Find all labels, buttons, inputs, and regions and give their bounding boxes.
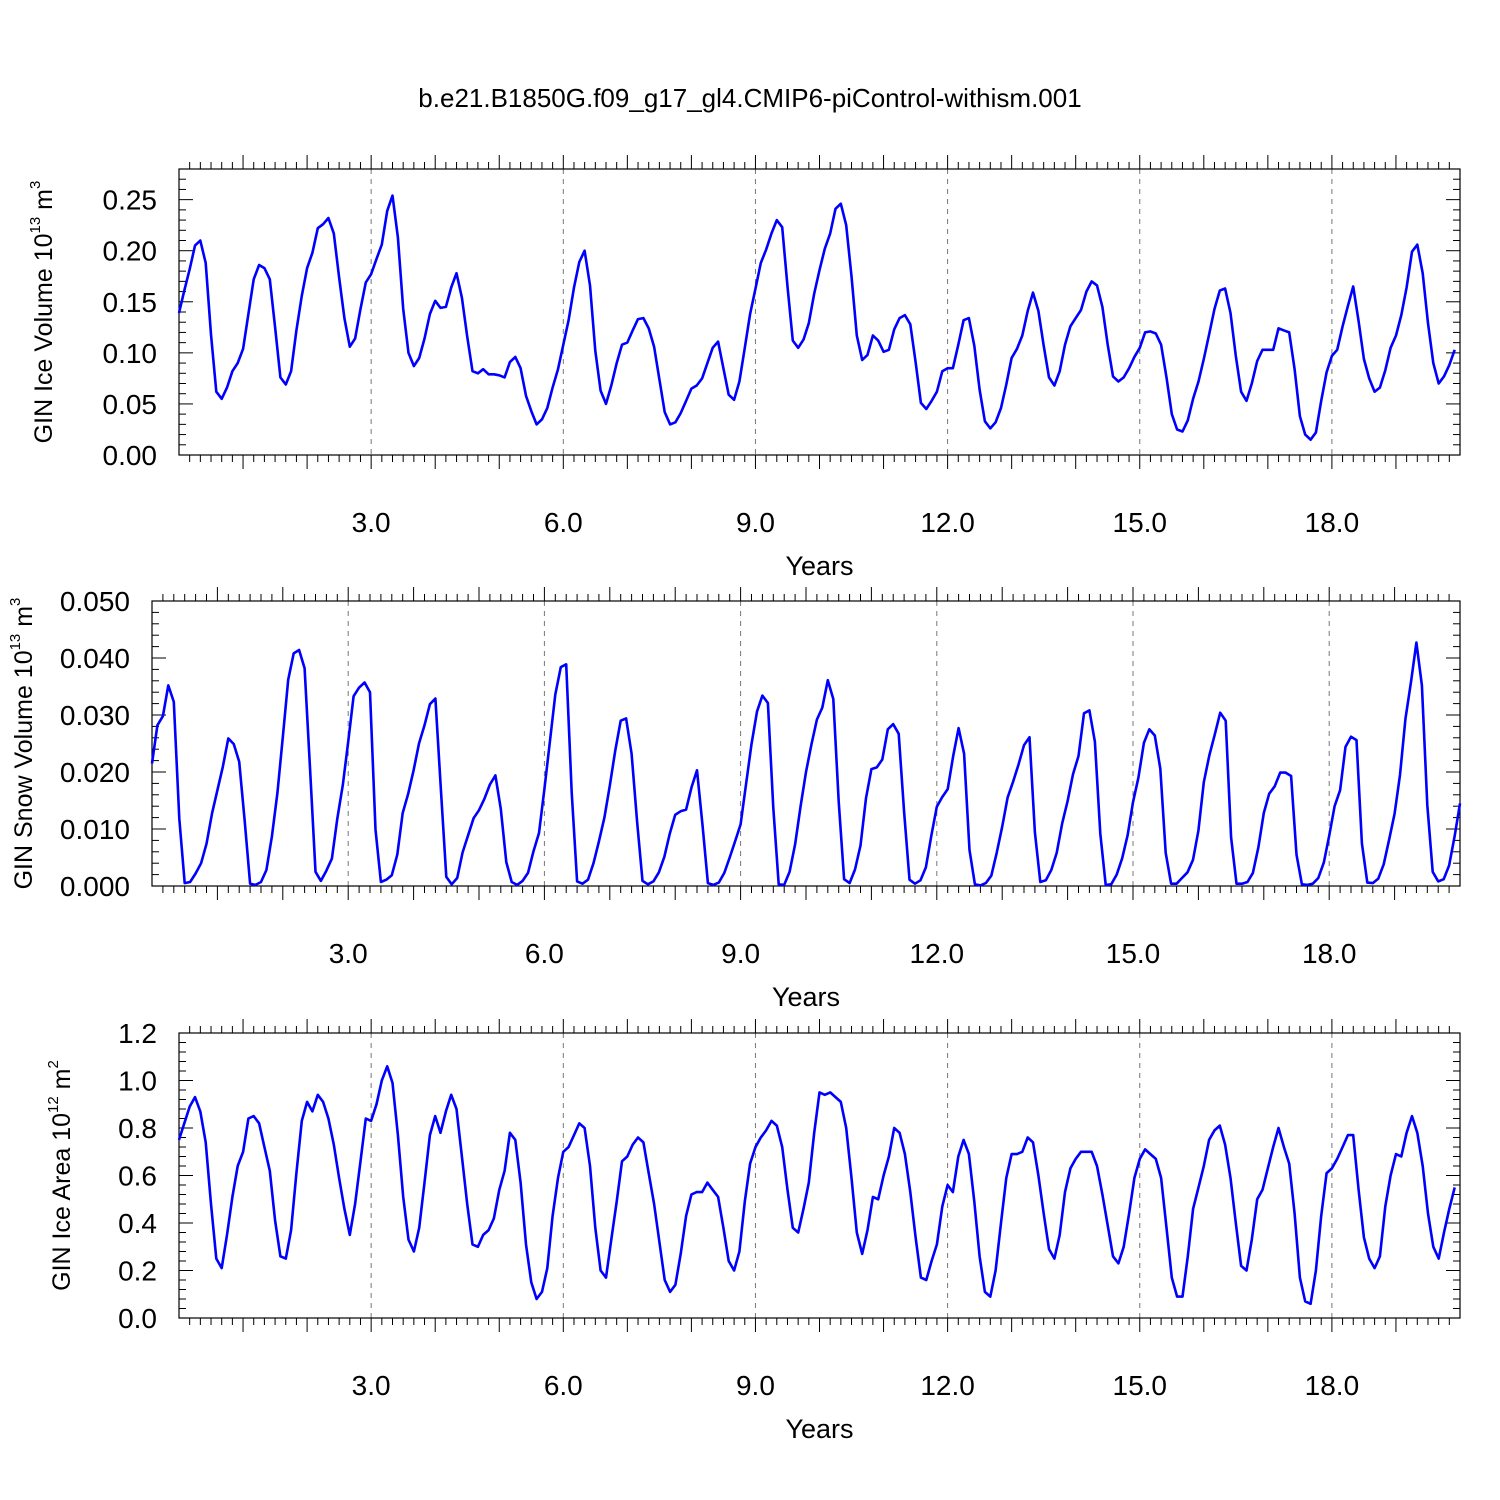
x-tick-label: 12.0 xyxy=(920,1370,975,1401)
y-tick-label: 1.2 xyxy=(118,1018,157,1049)
x-axis-label: Years xyxy=(785,1414,853,1444)
x-tick-label: 15.0 xyxy=(1113,1370,1168,1401)
x-tick-label: 3.0 xyxy=(352,1370,391,1401)
y-tick-label: 0.15 xyxy=(103,287,158,318)
x-tick-label: 12.0 xyxy=(910,938,965,969)
y-tick-label: 0.030 xyxy=(60,700,130,731)
y-axis-label: GIN Ice Area 1012 m2 xyxy=(45,1060,76,1291)
y-tick-label: 0.6 xyxy=(118,1161,157,1192)
y-tick-label: 0.05 xyxy=(103,389,158,420)
x-tick-label: 18.0 xyxy=(1305,507,1360,538)
x-tick-label: 9.0 xyxy=(736,1370,775,1401)
y-tick-label: 0.000 xyxy=(60,871,130,902)
x-tick-label: 6.0 xyxy=(544,507,583,538)
y-tick-label: 0.8 xyxy=(118,1113,157,1144)
series-line xyxy=(177,1065,1456,1306)
y-tick-label: 0.020 xyxy=(60,757,130,788)
y-tick-label: 0.050 xyxy=(60,586,130,617)
y-axis-label: GIN Ice Volume 1013 m3 xyxy=(27,181,58,444)
y-tick-label: 0.010 xyxy=(60,814,130,845)
chart-title: b.e21.B1850G.f09_g17_gl4.CMIP6-piControl… xyxy=(418,83,1081,113)
y-tick-label: 1.0 xyxy=(118,1066,157,1097)
panel-3: 0.0 0.2 0.4 0.6 0.8 1.0 1.2 3.0 6.0 9.0 12.0 15.0 18… xyxy=(45,1018,1461,1444)
y-tick-label: 0.25 xyxy=(103,185,158,216)
panel-1: 0.00 0.05 0.10 0.15 0.20 0.25 3.0 6.0 9.0 12.0 15.… xyxy=(27,155,1461,581)
x-axis-label: Years xyxy=(785,551,853,581)
series-line xyxy=(177,194,1456,442)
y-tick-label: 0.10 xyxy=(103,338,158,369)
x-tick-label: 6.0 xyxy=(544,1370,583,1401)
y-tick-label: 0.4 xyxy=(118,1208,157,1239)
panel-2: 0.000 0.010 0.020 0.030 0.040 0.050 3.0 6.0 9.0 1… xyxy=(7,586,1462,1012)
x-tick-label: 18.0 xyxy=(1302,938,1357,969)
x-tick-label: 12.0 xyxy=(920,507,975,538)
x-axis-label: Years xyxy=(772,982,840,1012)
x-tick-label: 15.0 xyxy=(1106,938,1161,969)
x-tick-label: 6.0 xyxy=(525,938,564,969)
y-axis-label: GIN Snow Volume 1013 m3 xyxy=(7,598,38,890)
x-tick-label: 3.0 xyxy=(352,507,391,538)
y-tick-label: 0.00 xyxy=(103,440,158,471)
x-tick-label: 3.0 xyxy=(329,938,368,969)
y-tick-label: 0.0 xyxy=(118,1303,157,1334)
y-tick-label: 0.2 xyxy=(118,1256,157,1287)
x-tick-label: 15.0 xyxy=(1113,507,1168,538)
x-tick-label: 9.0 xyxy=(736,507,775,538)
y-tick-label: 0.20 xyxy=(103,236,158,267)
series-line xyxy=(150,641,1462,887)
y-tick-label: 0.040 xyxy=(60,643,130,674)
x-tick-label: 18.0 xyxy=(1305,1370,1360,1401)
x-tick-label: 9.0 xyxy=(721,938,760,969)
